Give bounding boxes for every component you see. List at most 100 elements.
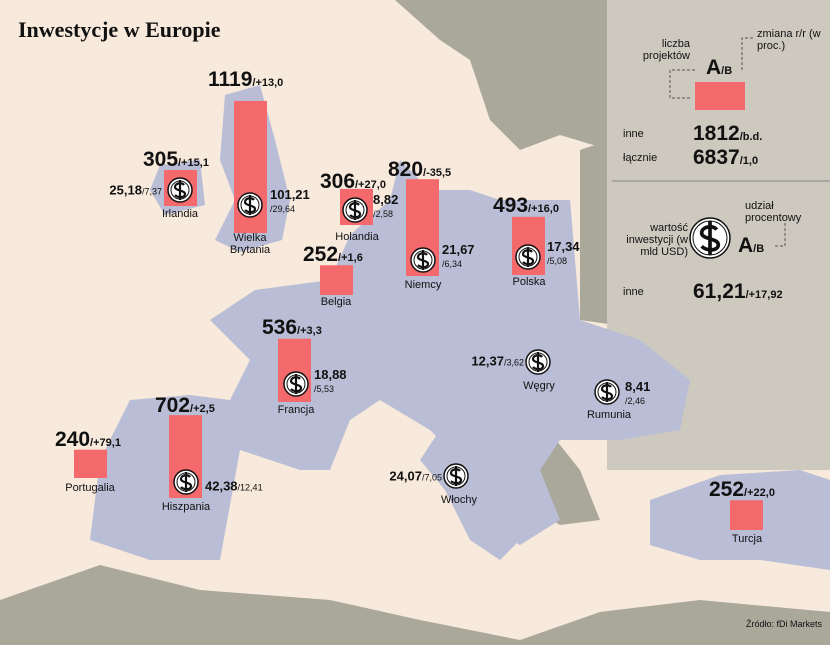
investment-share: /5,53	[314, 384, 335, 394]
legend-label: inne	[623, 286, 644, 298]
project-change: /+79,1	[90, 437, 121, 449]
project-number: 240	[55, 428, 91, 451]
country-name: Niemcy	[404, 279, 442, 291]
investment-share: /5,08	[547, 256, 568, 266]
project-change: /+22,0	[744, 487, 775, 499]
project-count: 702/+2,5	[155, 395, 215, 417]
country-name: Węgry	[523, 380, 555, 392]
investment: 42,38/12,41	[205, 478, 263, 494]
legend-key: A/B	[706, 57, 732, 79]
source: Źródło: fDi Markets	[745, 619, 822, 629]
investment-value: 21,67	[442, 242, 475, 257]
legend-value: 61,21	[693, 280, 746, 303]
dollar-icon	[416, 250, 430, 270]
project-number: 820	[388, 158, 424, 181]
country-name: Polska	[512, 276, 546, 288]
project-change: /+13,0	[252, 77, 284, 89]
legend-connector	[775, 222, 786, 247]
project-count: 1119/+13,0	[208, 69, 283, 91]
legend-connector	[669, 69, 695, 99]
legend-label: liczba projektów	[642, 38, 690, 62]
investment: 12,37/3,62	[471, 353, 524, 369]
legend-bar	[695, 82, 745, 110]
legend-b: /B	[753, 243, 765, 255]
project-number: 536	[262, 316, 298, 339]
legend-figure: 61,21/+17,92	[693, 281, 783, 303]
legend-figure: 6837/1,0	[693, 147, 758, 169]
legend-a: A	[706, 56, 722, 79]
investment-value: 8,41	[625, 379, 651, 394]
project-number: 1119	[208, 68, 253, 91]
project-count: 306/+27,0	[320, 171, 386, 193]
investment: 25,18/7,37	[109, 182, 162, 198]
legend-change: /b.d.	[739, 131, 763, 143]
investment-value: 12,37	[471, 353, 504, 369]
dollar-icon	[173, 180, 187, 200]
project-change: /+2,5	[190, 403, 215, 415]
project-count: 252/+1,6	[303, 244, 363, 266]
country-name: Irlandia	[161, 208, 199, 220]
dollar-icon	[692, 220, 728, 256]
project-count: 493/+16,0	[493, 195, 559, 217]
investment-value: 17,34	[547, 239, 580, 254]
country-name: Holandia	[335, 231, 379, 243]
legend-key: A/B	[738, 235, 764, 257]
project-change: /+15,1	[178, 157, 209, 169]
dollar-icon	[449, 466, 463, 486]
project-number: 252	[709, 478, 745, 501]
dollar-icon	[348, 200, 362, 220]
project-count: 240/+79,1	[55, 429, 121, 451]
investment-share: /29,64	[270, 204, 296, 214]
legend-change: /1,0	[739, 155, 759, 167]
investment-share: /2,58	[373, 209, 394, 219]
project-change: /-35,5	[423, 167, 452, 179]
project-bar	[730, 500, 763, 530]
project-count: 252/+22,0	[709, 479, 775, 501]
investment-value: 101,21	[270, 187, 310, 202]
title: Inwestycje w Europie	[18, 17, 221, 42]
dollar-icon	[243, 195, 257, 215]
dollar-icon	[531, 352, 545, 372]
project-count: 820/-35,5	[388, 159, 451, 181]
project-count: 305/+15,1	[143, 149, 209, 171]
project-number: 305	[143, 148, 179, 171]
dollar-icon	[521, 247, 535, 267]
country-name: Wielka Brytania	[229, 232, 271, 256]
legend-share: /+17,92	[745, 289, 783, 301]
investment-value: 18,88	[314, 367, 347, 382]
investment-value: 8,82	[373, 192, 399, 207]
project-change: /+16,0	[528, 203, 559, 215]
legend-connector	[741, 37, 755, 70]
legend-label: zmiana r/r (w proc.)	[757, 28, 821, 52]
project-number: 252	[303, 243, 339, 266]
project-change: /+3,3	[297, 325, 322, 337]
country-name: Hiszpania	[161, 501, 211, 513]
legend-figure: 1812/b.d.	[693, 123, 762, 145]
dollar-icon	[179, 472, 193, 492]
legend-label: inne	[623, 128, 644, 140]
investment: 24,07/7,05	[389, 468, 442, 484]
investment-value: 42,38	[205, 478, 238, 494]
project-count: 536/+3,3	[262, 317, 322, 339]
dollar-icon	[699, 221, 721, 255]
legend-label: udział procentowy	[745, 200, 802, 224]
legend-label: łącznie	[623, 152, 658, 164]
project-bar	[320, 265, 353, 295]
country-name: Francja	[277, 404, 315, 416]
country-name: Włochy	[440, 494, 478, 506]
legend-b: /B	[721, 65, 733, 77]
investment-value: 24,07	[389, 468, 422, 484]
investment-share: /7,05	[421, 472, 442, 483]
project-number: 493	[493, 194, 529, 217]
investment-share: /2,46	[625, 396, 646, 406]
land-eu	[420, 430, 520, 560]
investment-value: 25,18	[109, 182, 142, 198]
dollar-icon	[289, 374, 303, 394]
project-change: /+27,0	[355, 179, 386, 191]
project-change: /+1,6	[338, 252, 363, 264]
investment-share: /3,62	[503, 357, 524, 368]
legend-a: A	[738, 234, 754, 257]
investment-share: /12,41	[237, 482, 263, 493]
